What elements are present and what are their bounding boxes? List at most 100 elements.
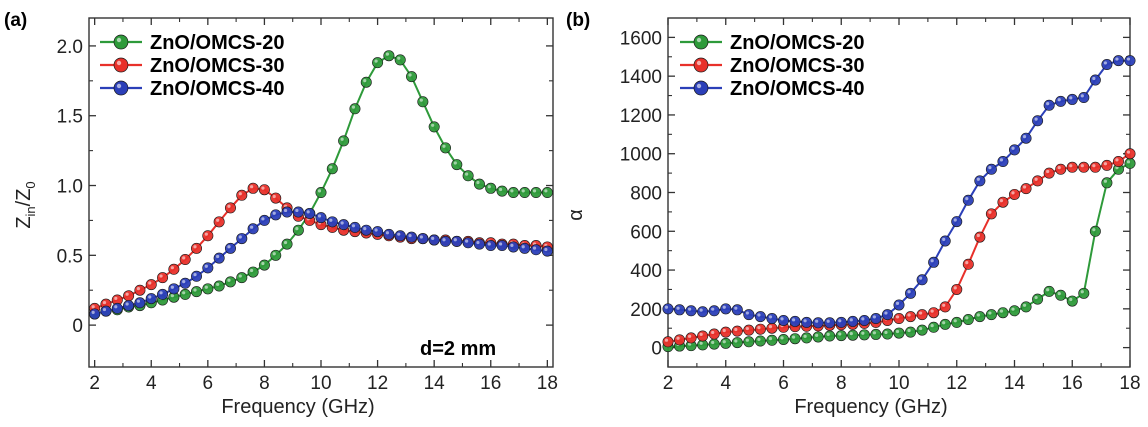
data-point-highlight <box>216 282 220 287</box>
data-point <box>708 328 720 340</box>
data-point-highlight <box>745 326 749 331</box>
data-point <box>338 219 350 231</box>
data-point-highlight <box>838 319 842 323</box>
data-point <box>168 263 180 275</box>
data-point <box>824 317 836 329</box>
data-point-highlight <box>476 180 480 185</box>
data-point-highlight <box>965 197 969 201</box>
data-point-highlight <box>351 224 356 228</box>
data-point <box>451 159 463 171</box>
data-point-highlight <box>872 315 877 319</box>
data-point <box>417 233 429 245</box>
data-point-highlight <box>780 317 784 321</box>
data-point-highlight <box>532 189 537 193</box>
data-point-highlight <box>148 295 152 299</box>
data-point-highlight <box>965 316 969 320</box>
legend-marker-1 <box>693 34 709 50</box>
data-point-highlight <box>1103 162 1107 166</box>
data-point <box>247 266 259 278</box>
data-point-highlight <box>397 56 401 60</box>
data-point-highlight <box>1080 164 1084 168</box>
data-point <box>168 283 180 295</box>
legend-marker-2 <box>693 57 709 73</box>
data-point <box>708 338 720 350</box>
data-point <box>281 206 293 218</box>
data-point <box>462 170 474 182</box>
data-point <box>111 302 123 314</box>
data-point-highlight <box>711 330 715 335</box>
data-point-highlight <box>249 225 254 229</box>
data-point-highlight <box>1011 146 1015 150</box>
data-point-highlight <box>317 189 322 193</box>
data-point <box>962 194 974 206</box>
data-point-highlight <box>182 291 186 295</box>
data-point-highlight <box>1126 150 1131 154</box>
data-point-highlight <box>930 324 934 328</box>
data-point-highlight <box>465 172 469 176</box>
data-point <box>326 163 338 175</box>
data-point-highlight <box>227 245 231 249</box>
data-point <box>179 254 191 266</box>
data-point-highlight <box>1103 61 1107 65</box>
data-point <box>1043 285 1055 297</box>
data-point <box>123 300 135 312</box>
data-point <box>905 326 917 338</box>
data-point-highlight <box>884 311 888 315</box>
data-point <box>191 270 203 282</box>
data-point-highlight <box>872 331 877 335</box>
legend-marker-highlight <box>116 37 122 43</box>
data-point-highlight <box>780 336 784 340</box>
data-point <box>428 234 440 246</box>
data-point-highlight <box>329 165 333 169</box>
data-point-highlight <box>803 334 807 338</box>
data-point-highlight <box>815 319 819 323</box>
data-point <box>801 316 813 328</box>
data-point-highlight <box>1057 166 1061 170</box>
data-point-highlight <box>204 232 208 236</box>
data-point-highlight <box>1092 228 1096 232</box>
data-point <box>1124 157 1136 169</box>
data-point <box>485 182 497 194</box>
data-point <box>134 297 146 309</box>
data-point-highlight <box>261 186 265 190</box>
data-point-highlight <box>1034 177 1038 181</box>
y-tick-label: 1400 <box>620 67 662 88</box>
data-point-highlight <box>238 274 242 278</box>
data-point <box>777 333 789 345</box>
data-point <box>462 237 474 249</box>
data-point <box>1020 301 1032 313</box>
data-point <box>338 135 350 147</box>
data-point <box>281 238 293 250</box>
data-point <box>789 315 801 327</box>
data-point-highlight <box>988 311 992 315</box>
data-point-highlight <box>306 210 310 214</box>
data-point <box>496 240 508 252</box>
data-point <box>881 309 893 321</box>
data-point <box>315 212 327 224</box>
data-point-highlight <box>431 236 435 240</box>
data-point-highlight <box>688 307 692 311</box>
data-point-highlight <box>136 299 141 303</box>
data-point <box>157 288 169 300</box>
x-axis-label-a: Frequency (GHz) <box>221 396 374 418</box>
data-point <box>473 238 485 250</box>
data-point <box>1124 148 1136 160</box>
data-point <box>406 231 418 243</box>
data-point-highlight <box>216 218 220 222</box>
data-point <box>997 307 1009 319</box>
data-point-highlight <box>510 189 514 193</box>
data-point-highlight <box>1011 307 1015 311</box>
data-point <box>1043 99 1055 111</box>
x-tick-label: 4 <box>720 373 731 394</box>
y-axis-label-a: Zin/Z0 <box>13 181 38 228</box>
data-point-highlight <box>363 226 367 231</box>
data-point <box>519 242 531 254</box>
data-point <box>1089 74 1101 86</box>
data-point <box>145 293 157 305</box>
data-point <box>1032 175 1044 187</box>
data-point <box>123 290 135 302</box>
data-point-highlight <box>159 291 163 295</box>
data-point-highlight <box>930 259 934 263</box>
data-point <box>685 305 697 317</box>
